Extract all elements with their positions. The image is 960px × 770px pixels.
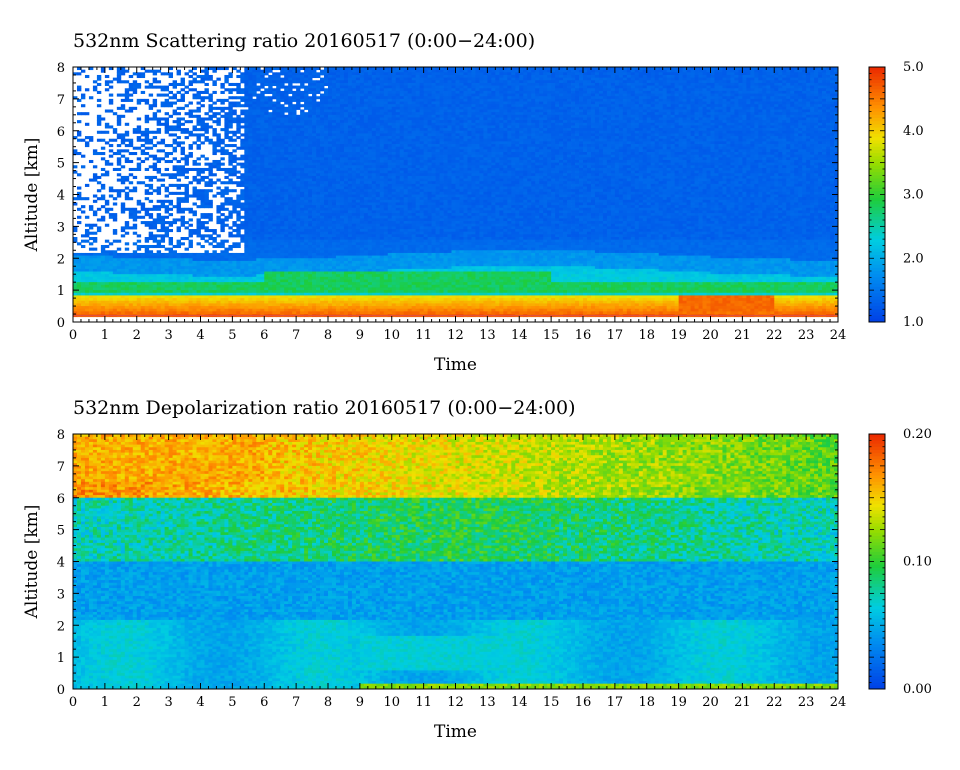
y-tick-label: 5: [57, 524, 65, 539]
x-tick-label: 19: [670, 695, 687, 710]
colorbar-tick-label: 1.0: [903, 315, 924, 330]
colorbar-tick-label: 4.0: [903, 124, 924, 139]
y-tick-label: 4: [57, 189, 65, 204]
chart-title: 532nm Scattering ratio 20160517 (0:00−24…: [73, 30, 535, 52]
x-tick-label: 15: [543, 695, 560, 710]
heatmap-cells: [73, 434, 838, 689]
chart-title: 532nm Depolarization ratio 20160517 (0:0…: [73, 397, 575, 419]
colorbar-tick-label: 0.20: [903, 427, 932, 442]
y-axis-label: Altitude [km]: [22, 138, 42, 253]
x-tick-label: 4: [196, 695, 204, 710]
y-tick-label: 8: [57, 428, 65, 443]
x-tick-label: 13: [479, 695, 496, 710]
y-tick-label: 0: [57, 683, 65, 698]
colorbar-tick-label: 2.0: [903, 251, 924, 266]
x-tick-label: 8: [324, 328, 332, 343]
y-tick-label: 7: [57, 93, 65, 108]
x-tick-label: 14: [511, 328, 528, 343]
y-tick-label: 1: [57, 651, 65, 666]
lidar-figure: 0 1 2 3 4 5 6 7 8 9 10 11 12 13 14 15 16 17 18 19 20 21 22 23 24…: [0, 0, 960, 770]
x-tick-label: 3: [164, 695, 172, 710]
x-tick-label: 10: [383, 328, 400, 343]
x-tick-label: 17: [607, 695, 624, 710]
x-tick-label: 18: [638, 328, 655, 343]
x-tick-label: 20: [702, 695, 719, 710]
x-tick-label: 1: [101, 328, 109, 343]
y-tick-label: 7: [57, 460, 65, 475]
x-tick-label: 1: [101, 695, 109, 710]
x-tick-label: 12: [447, 695, 464, 710]
x-tick-label: 10: [383, 695, 400, 710]
y-tick-label: 2: [57, 619, 65, 634]
x-tick-label: 23: [798, 328, 815, 343]
y-axis-label: Altitude [km]: [22, 505, 42, 620]
x-tick-label: 19: [670, 328, 687, 343]
x-tick-label: 23: [798, 695, 815, 710]
x-tick-label: 6: [260, 695, 268, 710]
x-tick-label: 0: [69, 695, 77, 710]
x-tick-label: 5: [228, 328, 236, 343]
x-tick-label: 21: [734, 328, 751, 343]
x-tick-label: 16: [575, 695, 592, 710]
colorbar-tick-label: 0.10: [903, 555, 932, 570]
x-tick-label: 17: [607, 328, 624, 343]
x-tick-label: 12: [447, 328, 464, 343]
x-tick-label: 9: [356, 695, 364, 710]
x-tick-label: 22: [766, 328, 783, 343]
x-tick-label: 4: [196, 328, 204, 343]
x-tick-label: 22: [766, 695, 783, 710]
x-tick-label: 16: [575, 328, 592, 343]
x-axis-label: Time: [434, 722, 477, 742]
x-tick-label: 20: [702, 328, 719, 343]
y-tick-label: 0: [57, 316, 65, 331]
y-tick-label: 2: [57, 252, 65, 267]
chart-panel-1: 0 1 2 3 4 5 6 7 8 9 10 11 12 13 14 15 16 17 18 19 20 21 22 23 24…: [22, 30, 924, 375]
x-tick-label: 0: [69, 328, 77, 343]
x-tick-label: 7: [292, 328, 300, 343]
x-tick-label: 7: [292, 695, 300, 710]
x-tick-label: 9: [356, 328, 364, 343]
colorbar: 1.0 2.0 3.0 4.0 5.0: [869, 60, 924, 330]
x-tick-label: 3: [164, 328, 172, 343]
y-tick-label: 3: [57, 587, 65, 602]
y-tick-label: 5: [57, 157, 65, 172]
colorbar-tick-label: 5.0: [903, 60, 924, 75]
y-tick-label: 8: [57, 61, 65, 76]
x-tick-label: 2: [133, 328, 141, 343]
y-tick-label: 6: [57, 492, 65, 507]
x-tick-label: 13: [479, 328, 496, 343]
x-tick-label: 11: [415, 328, 432, 343]
y-tick-label: 1: [57, 284, 65, 299]
x-axis-label: Time: [434, 355, 477, 375]
x-tick-label: 2: [133, 695, 141, 710]
x-tick-label: 6: [260, 328, 268, 343]
y-tick-label: 6: [57, 125, 65, 140]
x-tick-label: 21: [734, 695, 751, 710]
x-tick-label: 14: [511, 695, 528, 710]
x-tick-label: 24: [830, 695, 847, 710]
x-tick-label: 5: [228, 695, 236, 710]
x-tick-label: 24: [830, 328, 847, 343]
x-tick-label: 18: [638, 695, 655, 710]
heatmap-cells: [73, 67, 838, 317]
colorbar: 0.00 0.10 0.20: [869, 427, 932, 697]
y-tick-label: 3: [57, 220, 65, 235]
x-tick-label: 11: [415, 695, 432, 710]
colorbar-tick-label: 0.00: [903, 682, 932, 697]
x-tick-label: 15: [543, 328, 560, 343]
x-tick-label: 8: [324, 695, 332, 710]
colorbar-tick-label: 3.0: [903, 188, 924, 203]
y-tick-label: 4: [57, 556, 65, 571]
chart-panel-2: 0 1 2 3 4 5 6 7 8 9 10 11 12 13 14 15 16 17 18 19 20 21 22 23 24…: [22, 397, 932, 742]
